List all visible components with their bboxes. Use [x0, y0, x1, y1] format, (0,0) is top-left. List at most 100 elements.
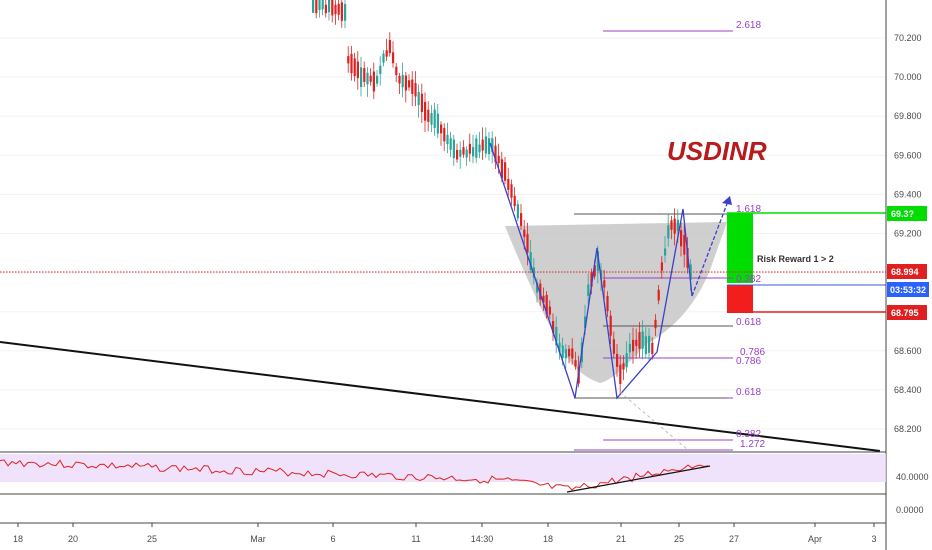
projection-arrowhead: [722, 196, 732, 205]
candle-body: [603, 280, 606, 288]
candle-body: [539, 283, 542, 300]
candle-body: [337, 3, 340, 15]
price-tick-label: 68.400: [894, 385, 922, 395]
price-tick-label: 69.400: [894, 189, 922, 199]
candle-body: [424, 101, 427, 121]
candle-body: [427, 109, 430, 122]
candle-body: [622, 363, 625, 370]
candle-body: [340, 2, 343, 21]
candle-body: [395, 66, 398, 76]
candle-body: [315, 0, 318, 14]
candle-body: [587, 284, 590, 296]
candle-body: [670, 220, 673, 230]
candle-body: [641, 331, 644, 349]
candle-body: [571, 348, 574, 359]
candle-body: [484, 136, 487, 154]
candle-body: [488, 138, 491, 155]
candle-body: [321, 0, 324, 10]
candle-body: [414, 83, 417, 97]
candle-body: [404, 75, 407, 91]
price-tick-label: 68.600: [894, 346, 922, 356]
candle-body: [369, 75, 372, 82]
price-tick-label: 69.600: [894, 150, 922, 160]
candle-body: [635, 339, 638, 346]
candle-body: [452, 139, 455, 159]
fib-label-4: 0.618: [736, 317, 761, 328]
cup-shape: [505, 222, 727, 383]
candle-body: [596, 251, 599, 271]
time-tick-label: 27: [729, 534, 739, 544]
candle-body: [513, 195, 516, 207]
candle-body: [344, 4, 347, 21]
candle-body: [536, 282, 539, 293]
time-tick-label: 25: [674, 534, 684, 544]
candle-body: [590, 272, 593, 287]
oscillator-axis: 40.0000 0.0000: [896, 472, 929, 515]
fib-label-5: 0.786: [740, 347, 765, 358]
candle-body: [436, 113, 439, 134]
candle-body: [372, 71, 375, 92]
candle-body: [328, 0, 331, 13]
time-tick-label: 21: [616, 534, 626, 544]
candle-body: [385, 50, 388, 57]
candle-body: [561, 345, 564, 359]
oscillator-trendline: [566, 465, 711, 493]
price-tick-label: 69.800: [894, 111, 922, 121]
candle-body: [680, 230, 683, 247]
reward-box: [727, 213, 753, 283]
countdown-badge: [887, 282, 929, 297]
candle-body: [430, 113, 433, 125]
candle-body: [628, 343, 631, 353]
candle-body: [331, 0, 334, 16]
candle-body: [529, 252, 532, 271]
stop-badge-label: 68.795: [891, 308, 919, 318]
candle-body: [411, 79, 414, 95]
dashed-guide: [619, 391, 689, 451]
candle-body: [673, 218, 676, 234]
current-price-badge-label: 68.994: [891, 267, 919, 277]
candle-body: [619, 364, 622, 384]
candle-body: [548, 306, 551, 315]
grid-lines: [0, 37, 886, 430]
candle-body: [504, 162, 507, 181]
candle-body: [408, 80, 411, 88]
fib-label-2: 1.618: [736, 204, 761, 215]
candle-body: [609, 315, 612, 336]
candle-body: [398, 75, 401, 84]
candle-body: [497, 155, 500, 164]
time-tick-label: 18: [543, 534, 553, 544]
candle-body: [689, 264, 692, 280]
candle-body: [360, 67, 363, 87]
price-axis: 70.20070.00069.80069.60069.40069.20069.0…: [894, 33, 922, 434]
time-tick-label: 25: [147, 534, 157, 544]
chart-title: USDINR: [667, 136, 767, 166]
candle-body: [523, 229, 526, 237]
candle-body: [657, 289, 660, 301]
fib-label-9: 1.272: [740, 439, 765, 450]
candle-body: [558, 342, 561, 353]
candle-body: [356, 61, 359, 79]
candle-body: [494, 145, 497, 163]
candle-body: [545, 294, 548, 315]
price-tick-label: 70.000: [894, 72, 922, 82]
time-tick-label: 3: [871, 534, 876, 544]
candle-body: [446, 134, 449, 145]
candle-body: [568, 348, 571, 357]
oscillator-tick-label: 40.0000: [896, 472, 929, 482]
candle-body: [379, 65, 382, 74]
candle-body: [616, 353, 619, 367]
candle-body: [468, 143, 471, 154]
time-tick-label: 18: [13, 534, 23, 544]
candle-body: [353, 58, 356, 77]
time-tick-label: 14:30: [471, 534, 494, 544]
fib-label-1: 2.618: [736, 20, 761, 31]
candle-body: [388, 40, 391, 53]
candle-body: [648, 335, 651, 353]
time-tick-label: Apr: [808, 534, 822, 544]
candle-body: [507, 179, 510, 190]
candle-body: [465, 149, 468, 158]
time-tick-label: 6: [330, 534, 335, 544]
time-tick-label: Mar: [250, 534, 266, 544]
